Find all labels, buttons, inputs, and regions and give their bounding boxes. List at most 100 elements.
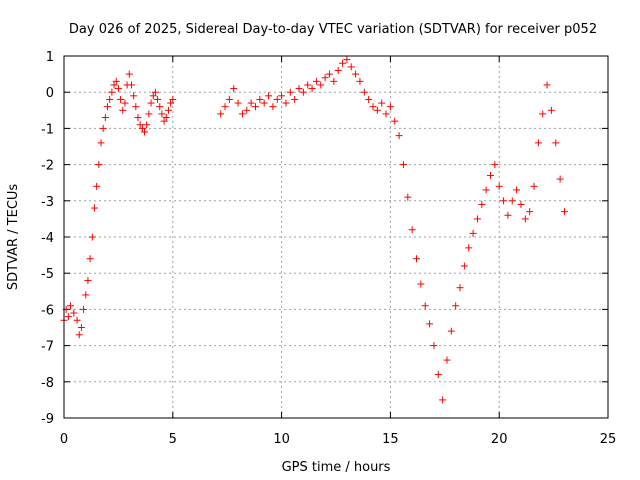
data-point: [86, 255, 94, 263]
data-point: [217, 110, 225, 118]
data-point: [278, 92, 286, 100]
data-point: [93, 182, 101, 190]
data-point: [147, 99, 155, 107]
data-point: [95, 161, 103, 169]
data-point: [352, 70, 360, 78]
x-axis-label: GPS time / hours: [282, 460, 391, 475]
data-point: [504, 211, 512, 219]
data-point: [447, 327, 455, 335]
data-point: [90, 204, 98, 212]
data-point: [547, 106, 555, 114]
data-point: [117, 95, 125, 103]
data-point: [539, 110, 547, 118]
data-point: [343, 56, 351, 64]
data-point: [247, 99, 255, 107]
data-point: [452, 302, 460, 310]
data-point: [143, 121, 151, 129]
data-point: [164, 106, 172, 114]
data-point: [110, 81, 118, 89]
data-point: [243, 106, 251, 114]
data-point: [169, 95, 177, 103]
data-point: [84, 276, 92, 284]
data-point: [308, 85, 316, 93]
data-point: [356, 77, 364, 85]
data-point: [395, 132, 403, 140]
data-point: [465, 244, 473, 252]
data-point: [299, 88, 307, 96]
data-point: [149, 92, 157, 100]
plot-frame: [63, 55, 609, 419]
data-point: [230, 85, 238, 93]
data-point: [304, 81, 312, 89]
x-tick-label: 10: [273, 432, 290, 447]
data-point: [99, 124, 107, 132]
y-tick-label: -3: [41, 195, 54, 210]
data-point: [108, 88, 116, 96]
data-point: [80, 305, 88, 313]
data-point: [141, 128, 149, 136]
y-tick-label: -4: [41, 231, 54, 246]
y-tick-label: -6: [41, 303, 54, 318]
x-tick-label: 15: [382, 432, 399, 447]
data-point: [238, 110, 246, 118]
data-point: [325, 70, 333, 78]
data-point: [312, 77, 320, 85]
data-point: [97, 139, 105, 147]
data-point: [404, 193, 412, 201]
data-point: [469, 229, 477, 237]
data-point: [156, 103, 164, 111]
data-point: [500, 197, 508, 205]
data-point: [513, 186, 521, 194]
data-point: [160, 117, 168, 125]
y-tick-label: -9: [41, 412, 54, 427]
data-point: [517, 200, 525, 208]
data-point: [75, 331, 83, 339]
data-point: [360, 88, 368, 96]
y-tick-label: -1: [41, 122, 54, 137]
data-point: [269, 103, 277, 111]
data-point: [386, 103, 394, 111]
data-point: [112, 77, 120, 85]
x-tick-label: 0: [60, 432, 68, 447]
y-tick-label: -5: [41, 267, 54, 282]
data-point: [334, 66, 342, 74]
data-point: [391, 117, 399, 125]
data-point: [495, 182, 503, 190]
data-point: [417, 280, 425, 288]
data-point: [295, 85, 303, 93]
y-tick-label: -2: [41, 159, 54, 174]
data-point: [127, 81, 135, 89]
data-point: [67, 302, 75, 310]
data-point: [82, 291, 90, 299]
data-point: [408, 226, 416, 234]
data-point: [378, 99, 386, 107]
data-point: [134, 114, 142, 122]
x-tick-label: 5: [169, 432, 177, 447]
data-point: [369, 103, 377, 111]
data-point: [339, 59, 347, 67]
data-point: [145, 110, 153, 118]
data-point: [154, 95, 162, 103]
data-point: [130, 92, 138, 100]
data-point: [256, 95, 264, 103]
data-point: [473, 215, 481, 223]
data-point: [104, 103, 112, 111]
y-tick-label: 0: [46, 86, 54, 101]
data-point: [136, 121, 144, 129]
data-point: [552, 139, 560, 147]
data-point: [273, 95, 281, 103]
data-point: [106, 95, 114, 103]
data-point: [291, 95, 299, 103]
data-point: [77, 324, 85, 331]
data-point: [330, 77, 338, 85]
data-point: [456, 284, 464, 292]
data-point: [413, 255, 421, 263]
y-tick-label: -7: [41, 340, 54, 355]
data-point: [114, 85, 122, 93]
data-point: [121, 99, 129, 107]
data-point: [251, 103, 259, 111]
data-point: [73, 316, 81, 324]
data-point: [421, 302, 429, 310]
data-point: [88, 233, 96, 241]
data-point: [526, 208, 534, 216]
